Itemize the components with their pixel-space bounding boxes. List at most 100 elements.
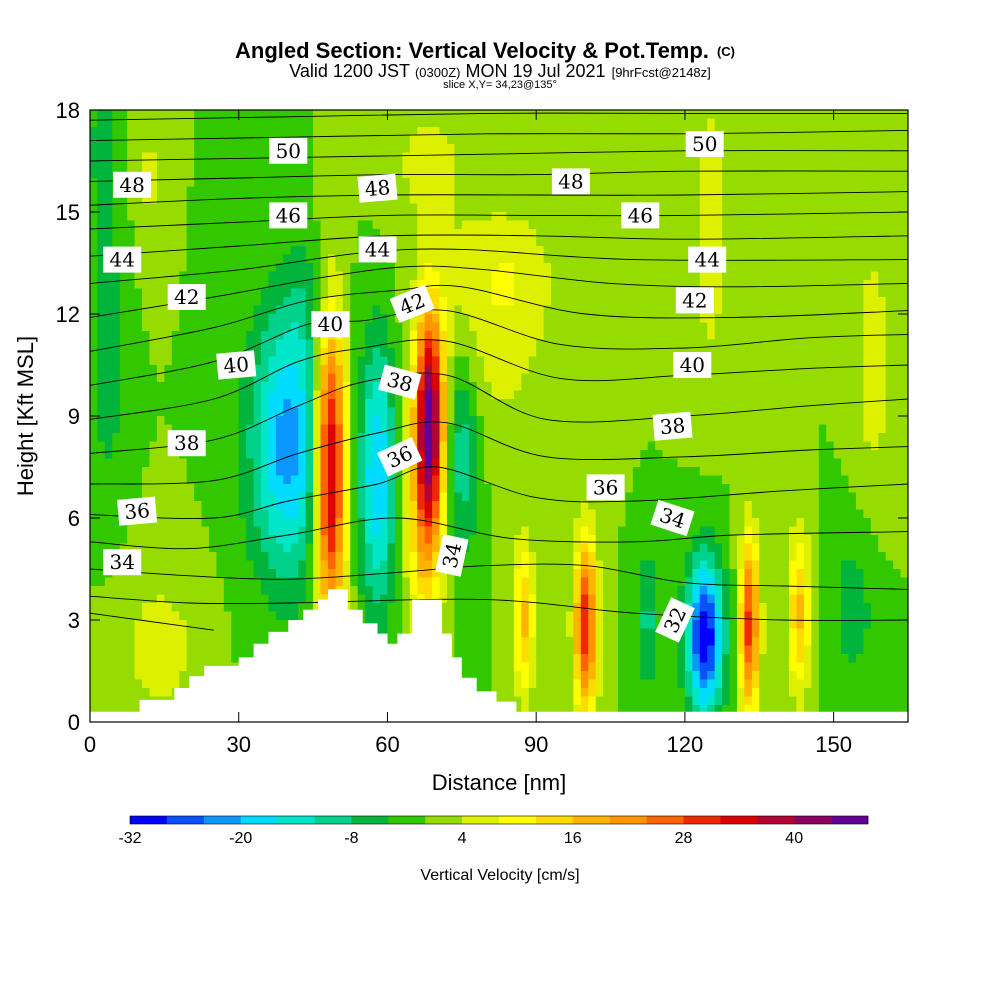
heatmap-cell — [565, 365, 574, 375]
heatmap-cell — [736, 178, 745, 188]
heatmap-cell — [729, 458, 738, 468]
heatmap-cell — [670, 220, 679, 230]
heatmap-cell — [640, 127, 649, 137]
heatmap-cell — [722, 118, 731, 128]
heatmap-cell — [484, 475, 493, 485]
heatmap-cell — [357, 110, 366, 120]
heatmap-cell — [261, 127, 270, 137]
heatmap-cell — [655, 135, 664, 145]
heatmap-cell — [313, 475, 322, 485]
heatmap-cell — [253, 416, 262, 426]
heatmap-cell — [647, 458, 656, 468]
heatmap-cell — [417, 450, 426, 460]
heatmap-cell — [372, 407, 381, 417]
heatmap-cell — [580, 305, 589, 315]
heatmap-cell — [171, 407, 180, 417]
heatmap-cell — [365, 492, 374, 502]
heatmap-cell — [171, 169, 180, 179]
heatmap-cell — [662, 246, 671, 256]
heatmap-cell — [283, 390, 292, 400]
heatmap-cell — [543, 127, 552, 137]
heatmap-cell — [320, 424, 329, 434]
heatmap-cell — [194, 484, 203, 494]
heatmap-cell — [387, 314, 396, 324]
heatmap-cell — [164, 152, 173, 162]
heatmap-cell — [238, 399, 247, 409]
heatmap-cell — [156, 280, 165, 290]
heatmap-cell — [186, 203, 195, 213]
heatmap-cell — [893, 229, 902, 239]
heatmap-cell — [863, 484, 872, 494]
heatmap-cell — [826, 169, 835, 179]
heatmap-cell — [744, 382, 753, 392]
heatmap-cell — [313, 127, 322, 137]
heatmap-cell — [595, 161, 604, 171]
heatmap-cell — [855, 220, 864, 230]
heatmap-cell — [298, 441, 307, 451]
heatmap-cell — [736, 458, 745, 468]
heatmap-cell — [551, 271, 560, 281]
heatmap-cell — [298, 424, 307, 434]
heatmap-cell — [766, 271, 775, 281]
heatmap-cell — [684, 399, 693, 409]
heatmap-cell — [268, 195, 277, 205]
heatmap-cell — [171, 322, 180, 332]
heatmap-cell — [766, 484, 775, 494]
heatmap-cell — [506, 305, 515, 315]
heatmap-cell — [841, 475, 850, 485]
heatmap-cell — [97, 484, 106, 494]
heatmap-cell — [238, 484, 247, 494]
heatmap-cell — [402, 178, 411, 188]
heatmap-cell — [565, 271, 574, 281]
heatmap-cell — [357, 458, 366, 468]
heatmap-cell — [350, 186, 359, 196]
heatmap-cell — [216, 297, 225, 307]
heatmap-cell — [357, 280, 366, 290]
heatmap-cell — [722, 161, 731, 171]
heatmap-cell — [610, 135, 619, 145]
heatmap-cell — [491, 390, 500, 400]
heatmap-cell — [580, 161, 589, 171]
heatmap-cell — [573, 356, 582, 366]
heatmap-cell — [298, 280, 307, 290]
heatmap-cell — [194, 382, 203, 392]
heatmap-cell — [692, 314, 701, 324]
heatmap-cell — [647, 110, 656, 120]
heatmap-cell — [811, 348, 820, 358]
heatmap-cell — [261, 484, 270, 494]
heatmap-cell — [692, 186, 701, 196]
heatmap-cell — [670, 390, 679, 400]
heatmap-cell — [216, 195, 225, 205]
heatmap-cell — [588, 382, 597, 392]
heatmap-cell — [417, 484, 426, 494]
heatmap-cell — [811, 365, 820, 375]
heatmap-cell — [551, 110, 560, 120]
heatmap-cell — [610, 263, 619, 273]
heatmap-cell — [558, 458, 567, 468]
heatmap-cell — [112, 314, 121, 324]
heatmap-cell — [736, 365, 745, 375]
heatmap-cell — [380, 356, 389, 366]
heatmap-cell — [893, 450, 902, 460]
heatmap-cell — [878, 144, 887, 154]
heatmap-cell — [216, 127, 225, 137]
heatmap-cell — [722, 322, 731, 332]
heatmap-cell — [551, 135, 560, 145]
heatmap-cell — [759, 135, 768, 145]
heatmap-cell — [610, 450, 619, 460]
heatmap-cell — [774, 212, 783, 222]
heatmap-cell — [573, 195, 582, 205]
heatmap-cell — [469, 356, 478, 366]
heatmap-cell — [231, 195, 240, 205]
heatmap-cell — [446, 186, 455, 196]
heatmap-cell — [736, 161, 745, 171]
heatmap-cell — [327, 169, 336, 179]
heatmap-cell — [469, 450, 478, 460]
heatmap-cell — [320, 280, 329, 290]
heatmap-cell — [870, 288, 879, 298]
heatmap-cell — [863, 348, 872, 358]
heatmap-cell — [149, 365, 158, 375]
heatmap-cell — [588, 390, 597, 400]
heatmap-cell — [729, 339, 738, 349]
heatmap-cell — [149, 399, 158, 409]
